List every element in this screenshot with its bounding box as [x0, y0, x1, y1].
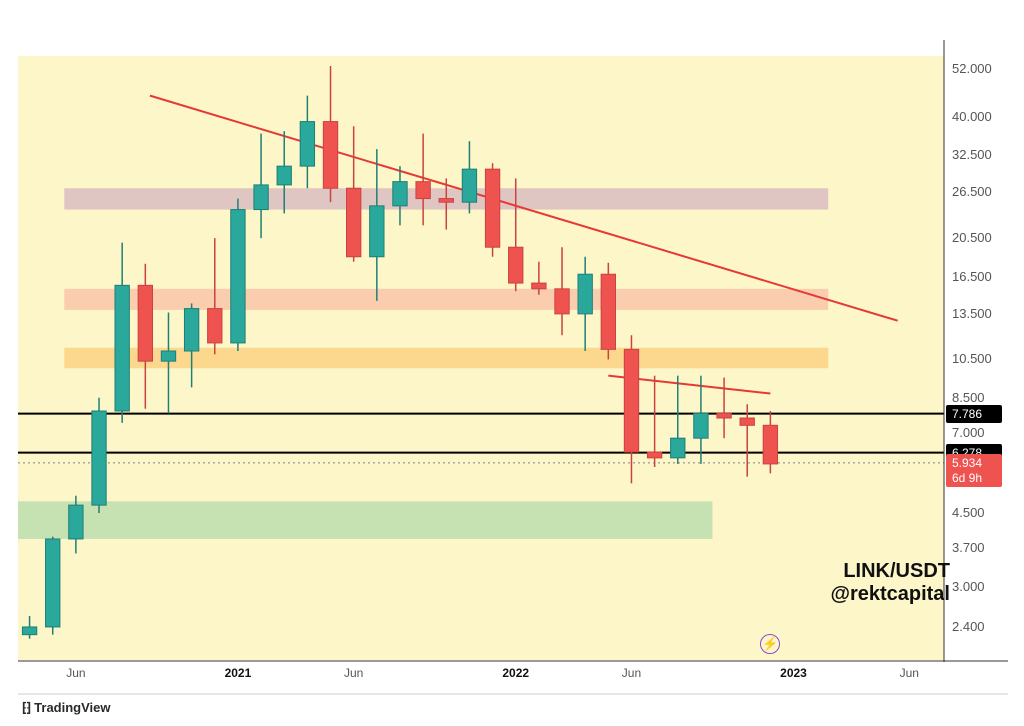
- y-tick: 20.500: [952, 230, 1006, 245]
- x-tick: 2022: [502, 666, 529, 680]
- price-label: 6d 9h: [946, 469, 1002, 487]
- watermark: LINK/USDT @rektcapital: [830, 560, 950, 606]
- y-tick: 32.500: [952, 147, 1006, 162]
- x-tick: Jun: [900, 666, 919, 680]
- x-tick: 2023: [780, 666, 807, 680]
- x-tick: Jun: [66, 666, 85, 680]
- watermark-pair: LINK/USDT: [830, 560, 950, 583]
- x-tick: Jun: [344, 666, 363, 680]
- y-tick: 3.000: [952, 579, 1006, 594]
- price-label: 7.786: [946, 405, 1002, 423]
- y-tick: 10.500: [952, 351, 1006, 366]
- chart-plot[interactable]: [0, 0, 1024, 726]
- y-tick: 26.500: [952, 184, 1006, 199]
- tradingview-brand: ⁅⁆TradingView: [22, 700, 111, 716]
- y-tick: 2.400: [952, 619, 1006, 634]
- y-tick: 4.500: [952, 505, 1006, 520]
- y-tick: 7.000: [952, 425, 1006, 440]
- y-tick: 8.500: [952, 390, 1006, 405]
- y-tick: 3.700: [952, 540, 1006, 555]
- y-tick: 16.500: [952, 269, 1006, 284]
- watermark-handle: @rektcapital: [830, 583, 950, 606]
- y-tick: 40.000: [952, 109, 1006, 124]
- y-tick: 52.000: [952, 61, 1006, 76]
- y-tick: 13.500: [952, 306, 1006, 321]
- x-tick: Jun: [622, 666, 641, 680]
- x-tick: 2021: [225, 666, 252, 680]
